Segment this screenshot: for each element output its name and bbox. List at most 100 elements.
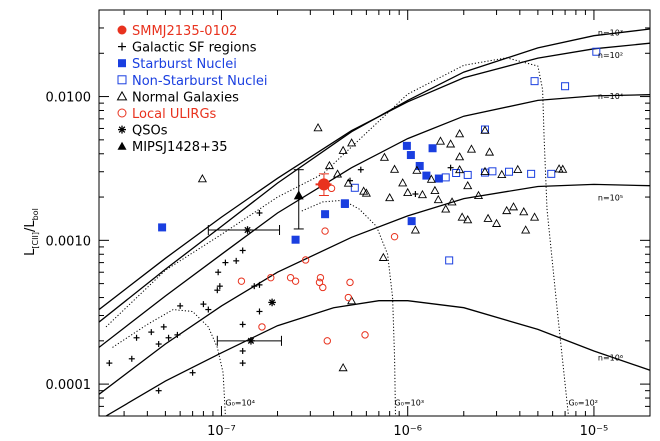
model-curve-4 <box>105 300 650 416</box>
legend-label-5: Local ULIRGs <box>132 107 217 122</box>
legend-item-3: Non-Starburst Nuclei <box>117 74 267 89</box>
starburst-point-0 <box>158 223 167 232</box>
galactic-sf-point-21 <box>256 281 263 288</box>
normal-galaxy-point-39 <box>558 164 568 173</box>
normal-galaxy-point-22 <box>483 213 493 222</box>
qso-point-2-ray3 <box>247 337 255 344</box>
legend-marker-6-ray3 <box>118 126 126 133</box>
normal-galaxy-point-47 <box>519 207 529 216</box>
galactic-sf-point-0 <box>106 360 113 367</box>
normal-galaxy-point-30 <box>513 164 523 173</box>
galactic-sf-point-23 <box>256 209 263 216</box>
qso-point-0-ray3 <box>244 226 251 234</box>
local-ulirg-point-10 <box>321 227 329 235</box>
axes: 10⁻⁷ 10⁻⁶ 10⁻⁵ 0.0001 0.0010 0.0100 <box>46 9 651 439</box>
normal-galaxy-point-26 <box>521 225 531 234</box>
qso-point-0 <box>243 226 252 234</box>
legend: SMMJ2135-0102 Galactic SF regionsStarburs… <box>116 24 267 155</box>
galactic-sf-point-8 <box>155 387 162 394</box>
normal-galaxy-point-7 <box>359 186 369 195</box>
legend-marker-2 <box>118 59 126 68</box>
legend-item-7: MIPSJ1428+35 <box>117 140 228 155</box>
legend-label-4: Normal Galaxies <box>132 90 239 105</box>
galactic-sf-point-7 <box>160 323 167 330</box>
normal-galaxy-point-16 <box>433 194 443 204</box>
normal-galaxy-point-15 <box>426 174 436 183</box>
starburst-point-11 <box>407 217 416 226</box>
y-tick-label-2: 0.0100 <box>46 91 92 106</box>
smmj2135-point <box>317 178 330 191</box>
legend-marker-1 <box>118 42 126 51</box>
galactic-sf-point-28 <box>251 283 258 290</box>
local-ulirg-point-6 <box>346 278 354 287</box>
model-curve-2 <box>99 94 650 348</box>
starburst-point-5 <box>402 141 411 150</box>
legend-item-4: Normal Galaxies <box>116 90 239 105</box>
local-ulirg-point-9 <box>323 337 331 345</box>
normal-galaxy-point-37 <box>480 125 490 134</box>
curve-label-5: G₀=10⁴ <box>225 398 255 407</box>
y-axis-label: L[CII]/Lbol <box>23 208 40 256</box>
y-axis-label-mid: /L <box>23 220 38 232</box>
starburst-point-8 <box>422 171 431 180</box>
non-starburst-point-3 <box>592 47 601 56</box>
galactic-sf-point-10 <box>200 301 207 308</box>
qso-point-1-ray3 <box>268 299 276 306</box>
local-ulirg-point-15 <box>315 278 324 287</box>
non-starburst-point-10 <box>505 167 514 176</box>
local-ulirg-point-11 <box>390 232 399 241</box>
model-curve-7 <box>301 199 396 416</box>
galactic-sf-point-16 <box>233 257 240 264</box>
normal-galaxy-point-13 <box>412 165 422 174</box>
normal-galaxy-point-10 <box>389 164 400 173</box>
model-curves <box>99 28 650 416</box>
non-starburst-point-13 <box>445 256 454 265</box>
normal-galaxy-point-29 <box>497 169 507 178</box>
normal-galaxy-point-23 <box>491 218 502 227</box>
galactic-sf-point-3 <box>148 329 155 336</box>
local-ulirg-point-7 <box>344 293 353 302</box>
starburst-point-6 <box>406 151 415 160</box>
non-starburst-point-0 <box>350 183 359 192</box>
curve-label-3: n=10⁵ <box>598 193 623 202</box>
normal-galaxy-point-0 <box>197 174 207 183</box>
galactic-sf-point-22 <box>239 347 246 354</box>
non-starburst-point-9 <box>488 167 497 176</box>
legend-marker-7 <box>117 141 127 150</box>
local-ulirg-point-1 <box>267 273 275 282</box>
galactic-sf-point-11 <box>205 306 212 313</box>
plot-frame <box>98 9 651 417</box>
galactic-sf-point-19 <box>239 360 246 367</box>
normal-galaxy-point-1 <box>313 123 323 132</box>
model-curve-5 <box>105 57 569 416</box>
legend-label-6: QSOs <box>132 124 168 139</box>
legend-label-0: SMMJ2135-0102 <box>132 24 237 39</box>
local-ulirg-point-4 <box>316 273 325 282</box>
normal-galaxy-point-14 <box>417 189 428 199</box>
local-ulirg-point-3 <box>301 256 310 264</box>
legend-item-2: Starburst Nuclei <box>118 57 237 72</box>
galactic-sf-point-14 <box>215 269 222 276</box>
x-tick-label-0: 10⁻⁷ <box>207 424 236 439</box>
normal-galaxy-point-6 <box>338 145 348 154</box>
normal-galaxy-point-8 <box>361 188 371 197</box>
data-markers <box>106 47 601 394</box>
normal-galaxy-point-11 <box>398 178 408 187</box>
model-curve-3 <box>99 183 650 395</box>
curve-label-7: G₀=10² <box>568 398 598 407</box>
non-starburst-point-5 <box>441 173 450 182</box>
legend-label-7: MIPSJ1428+35 <box>132 140 228 155</box>
x-tick-label-1: 10⁻⁶ <box>393 424 422 439</box>
legend-marker-6 <box>118 125 126 134</box>
normal-galaxy-point-33 <box>466 144 477 153</box>
normal-galaxy-point-34 <box>446 139 456 148</box>
legend-item-1: Galactic SF regions <box>118 41 257 56</box>
tick-labels: 10⁻⁷ 10⁻⁶ 10⁻⁵ 0.0001 0.0010 0.0100 <box>46 91 609 439</box>
starburst-point-10 <box>434 174 443 183</box>
x-tick-label-2: 10⁻⁵ <box>580 424 609 439</box>
normal-galaxy-point-44 <box>455 164 465 174</box>
galactic-sf-point-12 <box>214 287 221 294</box>
non-starburst-point-7 <box>463 170 472 179</box>
legend-item-0: SMMJ2135-0102 <box>117 24 237 39</box>
